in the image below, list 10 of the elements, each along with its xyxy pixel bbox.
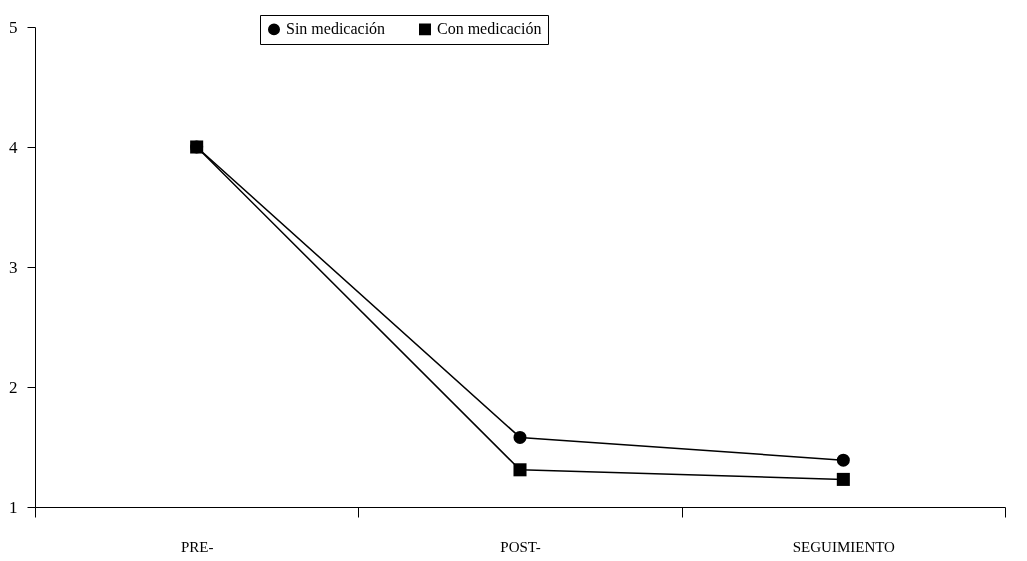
legend-label: Sin medicación bbox=[286, 20, 386, 38]
y-tick-label: 2 bbox=[9, 377, 18, 397]
x-tick-label: PRE- bbox=[180, 538, 214, 555]
x-tick-label: POST- bbox=[500, 538, 541, 555]
y-tick-label: 5 bbox=[9, 17, 18, 37]
y-tick-label: 1 bbox=[9, 497, 18, 517]
x-tick-label: SEGUIMIENTO bbox=[792, 538, 896, 555]
legend-label: Con medicación bbox=[437, 20, 542, 38]
y-tick-label: 4 bbox=[9, 137, 18, 157]
y-tick-label: 3 bbox=[9, 257, 18, 277]
